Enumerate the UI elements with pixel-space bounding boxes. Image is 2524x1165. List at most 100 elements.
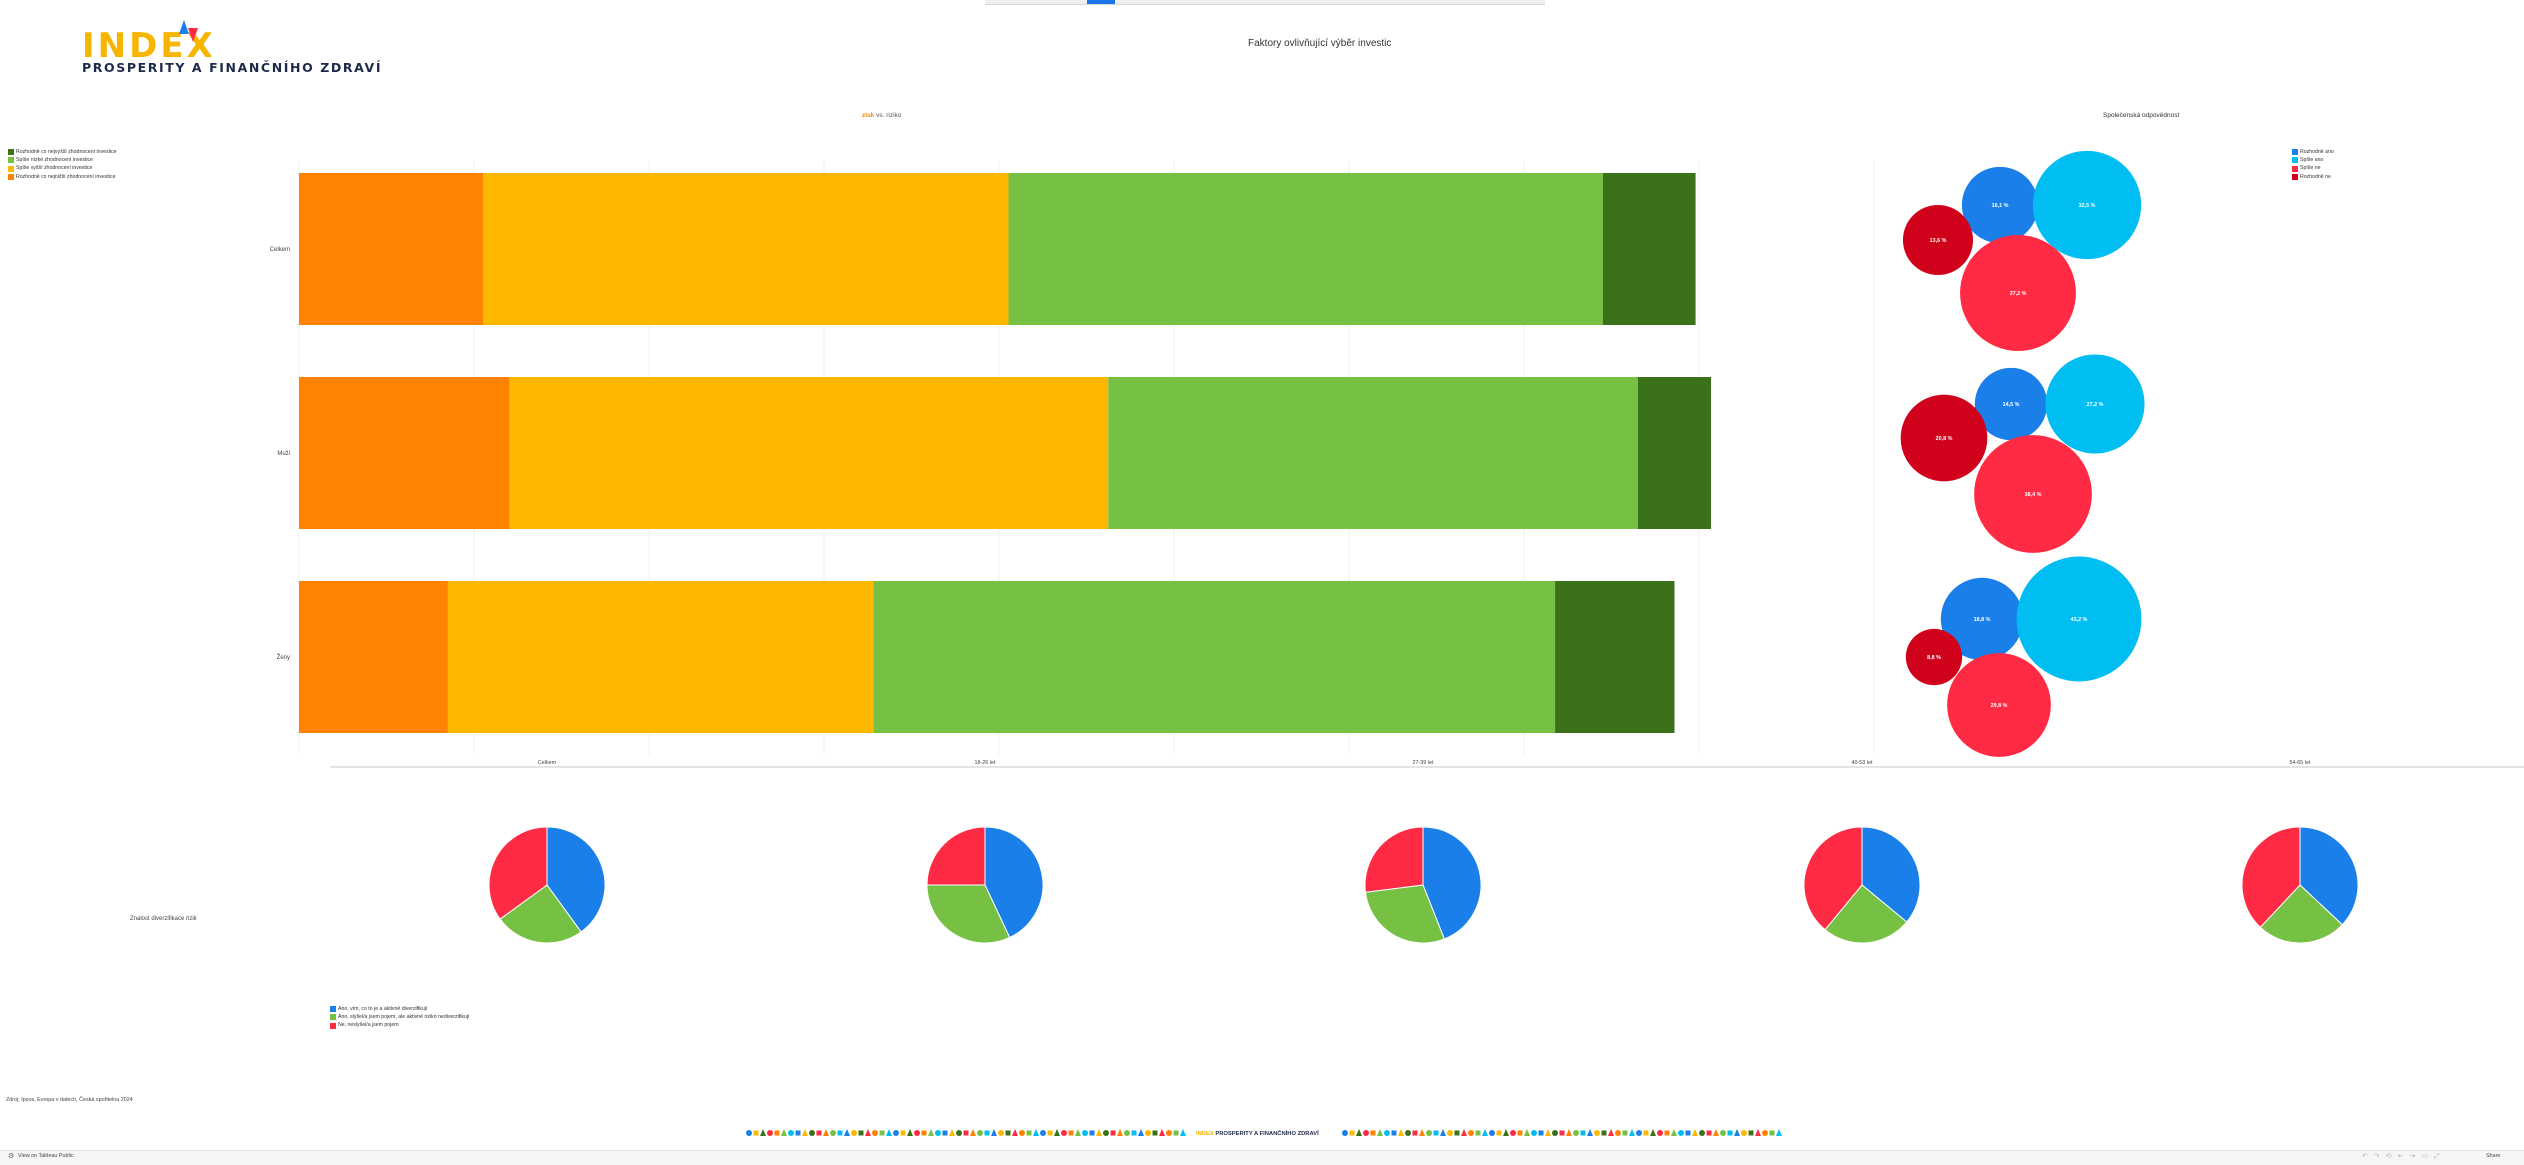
strip-square — [1412, 1130, 1418, 1136]
bar-legend-swatch — [8, 149, 14, 156]
strip-triangle — [907, 1129, 913, 1136]
strip-dot — [851, 1130, 857, 1136]
bubble-legend-item[interactable]: Rozhodně ano — [2292, 148, 2334, 156]
pie-legend-item[interactable]: Ano, vím, co to je a aktivně diverzifiku… — [330, 1005, 469, 1013]
strip-dot — [788, 1130, 794, 1136]
strip-triangle — [1054, 1129, 1060, 1136]
strip-square — [1152, 1130, 1158, 1136]
bubble-value-label: 32,5 % — [2079, 203, 2096, 209]
strip-dot — [914, 1130, 920, 1136]
strip-square — [1706, 1130, 1712, 1136]
bar-legend-item[interactable]: Rozhodně co nejvyšší zhodnocení investic… — [8, 148, 117, 156]
strip-square — [1727, 1130, 1733, 1136]
strip-triangle — [781, 1129, 787, 1136]
strip-triangle — [865, 1129, 871, 1136]
strip-dot — [1426, 1130, 1432, 1136]
pie-slice — [546, 826, 606, 933]
strip-dot — [1166, 1130, 1172, 1136]
pie-legend-item[interactable]: Ne, neslyšel/a jsem pojem — [330, 1021, 469, 1029]
strip-dot — [872, 1130, 878, 1136]
strip-triangle — [1713, 1129, 1719, 1136]
strip-triangle — [1650, 1129, 1656, 1136]
strip-dot — [1447, 1130, 1453, 1136]
strip-square — [795, 1130, 801, 1136]
pie-legend-item[interactable]: Ano, slyšel/a jsem pojem, ale aktivně ri… — [330, 1013, 469, 1021]
strip-dot — [956, 1130, 962, 1136]
strip-triangle — [1503, 1129, 1509, 1136]
strip-square — [858, 1130, 864, 1136]
strip-square — [1047, 1130, 1053, 1136]
footer-toolbar-icons[interactable]: ↶↷⟲⇤⇥▭⤢ — [2362, 1153, 2446, 1160]
strip-triangle — [1692, 1129, 1698, 1136]
strip-dot — [1678, 1130, 1684, 1136]
strip-triangle — [1608, 1129, 1614, 1136]
bar-legend-item[interactable]: Spíše nízké zhodnocení investice — [8, 156, 117, 164]
bar-legend-label: Spíše nízké zhodnocení investice — [16, 157, 93, 164]
pie-legend[interactable]: Ano, vím, co to je a aktivně diverzifiku… — [330, 1005, 469, 1030]
toolbar-active-tab[interactable] — [1087, 0, 1115, 4]
strip-square — [1580, 1130, 1586, 1136]
pie-slice — [499, 884, 582, 944]
strip-dot — [746, 1130, 752, 1136]
pie-legend-label: Ne, neslyšel/a jsem pojem — [338, 1022, 399, 1029]
share-button[interactable]: Share — [2486, 1153, 2501, 1159]
strip-triangle — [928, 1129, 934, 1136]
strip-square — [1685, 1130, 1691, 1136]
column-label: 40-53 let — [1852, 760, 1873, 766]
strip-triangle — [1566, 1129, 1572, 1136]
strip-dot — [935, 1130, 941, 1136]
bubble-value-label: 16,1 % — [1992, 203, 2009, 209]
strip-dot — [1468, 1130, 1474, 1136]
strip-triangle — [760, 1129, 766, 1136]
bubble-legend-item[interactable]: Spíše ne — [2292, 164, 2334, 172]
bubble-legend-item[interactable]: Rozhodně ne — [2292, 173, 2334, 181]
strip-square — [1005, 1130, 1011, 1136]
strip-triangle — [1545, 1129, 1551, 1136]
strip-triangle — [1398, 1129, 1404, 1136]
strip-dot — [809, 1130, 815, 1136]
bubble-legend-swatch — [2292, 173, 2298, 180]
pie-slice — [2259, 884, 2343, 944]
bubble-legend-item[interactable]: Spíše ano — [2292, 156, 2334, 164]
strip-square — [879, 1130, 885, 1136]
pie-slice — [1861, 826, 1921, 923]
bar-category-label: Celkem — [270, 247, 290, 253]
strip-dot — [998, 1130, 1004, 1136]
bubble-legend[interactable]: Rozhodně ano Spíše ano Spíše ne Rozhodně ne — [2292, 148, 2334, 181]
strip-triangle — [1075, 1129, 1081, 1136]
strip-triangle — [1629, 1129, 1635, 1136]
bubble — [2016, 556, 2142, 682]
bar-legend-item[interactable]: Rozhodně co nejnižší zhodnocení investic… — [8, 173, 117, 181]
strip-dot — [1657, 1130, 1663, 1136]
pie-slice — [2241, 826, 2301, 928]
bar-legend-item[interactable]: Spíše vyšší zhodnocení investice — [8, 164, 117, 172]
strip-dot — [1615, 1130, 1621, 1136]
bar-legend-swatch — [8, 173, 14, 180]
strip-triangle — [1033, 1129, 1039, 1136]
bar-legend[interactable]: Rozhodně co nejvyšší zhodnocení investic… — [8, 148, 117, 181]
strip-triangle — [1159, 1129, 1165, 1136]
bar-segment — [1008, 173, 1603, 325]
view-on-tableau-link[interactable]: View on Tableau Public — [18, 1153, 74, 1159]
strip-dot — [1531, 1130, 1537, 1136]
strip-square — [1559, 1130, 1565, 1136]
bar-segment — [299, 581, 448, 733]
strip-triangle — [1096, 1129, 1102, 1136]
bar-segment — [873, 581, 1556, 733]
strip-triangle — [823, 1129, 829, 1136]
decorative-icon-strip — [746, 1129, 1782, 1136]
bubble-value-label: 8,8 % — [1927, 655, 1941, 661]
strip-square — [1748, 1130, 1754, 1136]
strip-dot — [1489, 1130, 1495, 1136]
bar-segment — [1637, 377, 1712, 529]
bar-legend-label: Spíše vyšší zhodnocení investice — [16, 165, 93, 172]
strip-dot — [1103, 1130, 1109, 1136]
bar-chart-title-highlight: zisk — [862, 112, 875, 119]
strip-triangle — [991, 1129, 997, 1136]
bubble-chart-title: Společenská odpovědnost — [2103, 112, 2180, 119]
strip-logo-highlight: INDEX — [1196, 1131, 1214, 1137]
strip-triangle — [1012, 1129, 1018, 1136]
bar-legend-swatch — [8, 165, 14, 172]
bubble-value-label: 27,2 % — [2087, 402, 2104, 408]
strip-triangle — [802, 1129, 808, 1136]
